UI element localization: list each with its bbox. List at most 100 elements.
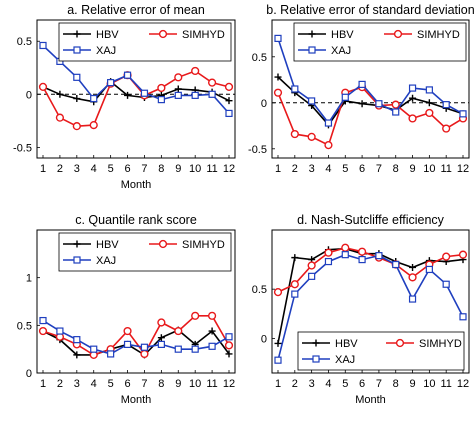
data-point-simhyd bbox=[442, 124, 451, 133]
legend-label-hbv: HBV bbox=[331, 29, 354, 41]
x-tick-label: 11 bbox=[206, 378, 217, 390]
legend-marker-hbv bbox=[312, 339, 320, 347]
data-point-xaj bbox=[225, 109, 233, 118]
x-tick-label: 3 bbox=[309, 163, 315, 175]
legend-label-simhyd: SIMHYD bbox=[182, 29, 225, 41]
legend-marker-hbv bbox=[308, 30, 316, 38]
x-tick-label: 4 bbox=[91, 163, 97, 175]
y-tick-label: 0.5 bbox=[252, 284, 267, 296]
data-point-xaj bbox=[358, 255, 366, 264]
legend-marker-simhyd bbox=[158, 239, 168, 249]
data-point-simhyd bbox=[324, 248, 333, 257]
y-tick-label: 0 bbox=[261, 333, 267, 345]
plot-frame bbox=[271, 19, 470, 159]
data-point-xaj bbox=[208, 342, 216, 350]
data-point-xaj bbox=[191, 345, 199, 353]
y-tick-label: 0.5 bbox=[17, 36, 32, 48]
legend-box bbox=[293, 22, 467, 62]
plot-frame bbox=[271, 229, 470, 374]
data-point-simhyd bbox=[273, 88, 283, 97]
x-tick-label: 12 bbox=[457, 163, 469, 175]
data-point-xaj bbox=[392, 260, 400, 269]
data-point-simhyd bbox=[307, 132, 316, 141]
x-tick-label: 3 bbox=[74, 378, 80, 390]
data-point-hbv bbox=[225, 97, 233, 105]
legend: HBV SIMHYD XAJ bbox=[293, 22, 467, 62]
legend-marker-xaj bbox=[312, 355, 320, 363]
data-point-xaj bbox=[291, 85, 299, 93]
data-point-xaj bbox=[90, 94, 98, 103]
data-point-simhyd bbox=[89, 120, 98, 130]
x-tick-label: 2 bbox=[292, 378, 298, 390]
data-point-hbv bbox=[56, 90, 64, 98]
data-point-hbv bbox=[274, 339, 282, 347]
x-tick-label: 9 bbox=[175, 378, 181, 390]
x-tick-label: 11 bbox=[440, 163, 451, 175]
chart-title: c. Quantile rank score bbox=[75, 213, 197, 227]
data-point-simhyd bbox=[324, 141, 333, 150]
series-line-hbv bbox=[277, 247, 464, 344]
data-point-simhyd bbox=[224, 341, 234, 350]
x-tick-label: 1 bbox=[40, 378, 46, 390]
data-point-xaj bbox=[191, 91, 199, 99]
chart-panel-1: 1 2 3 4 5 6 7 8 9 10 11 12-0.500.5a. Relative error… bbox=[13, 3, 236, 191]
data-point-hbv bbox=[174, 85, 182, 93]
data-point-simhyd bbox=[72, 122, 81, 131]
y-tick-label: 0 bbox=[261, 98, 267, 110]
data-point-hbv bbox=[208, 327, 216, 335]
x-tick-label: 5 bbox=[342, 378, 348, 390]
legend-label-simhyd: SIMHYD bbox=[417, 29, 460, 41]
legend-marker-hbv bbox=[73, 30, 81, 38]
legend-marker-simhyd bbox=[393, 29, 403, 39]
chart-panel-2: 1 2 3 4 5 6 7 8 9 10 11 12-0.500.5b. Relative error… bbox=[248, 3, 474, 175]
data-point-xaj bbox=[425, 265, 433, 274]
data-point-xaj bbox=[107, 350, 115, 358]
data-point-xaj bbox=[73, 73, 81, 81]
data-point-xaj bbox=[324, 119, 333, 127]
x-tick-label: 4 bbox=[325, 378, 331, 390]
data-point-simhyd bbox=[38, 82, 48, 91]
x-tick-label: 10 bbox=[423, 378, 435, 390]
data-point-simhyd bbox=[408, 114, 417, 123]
legend-label-xaj: XAJ bbox=[96, 45, 116, 57]
data-point-xaj bbox=[140, 343, 149, 351]
y-tick-label: -0.5 bbox=[13, 142, 32, 154]
data-point-xaj bbox=[157, 96, 165, 104]
series-line-hbv bbox=[42, 329, 230, 356]
x-tick-label: 8 bbox=[393, 378, 399, 390]
x-tick-label: 9 bbox=[409, 163, 415, 175]
x-tick-label: 2 bbox=[57, 163, 63, 175]
data-point-xaj bbox=[274, 34, 282, 43]
data-point-simhyd bbox=[191, 66, 200, 76]
data-point-simhyd bbox=[157, 318, 166, 327]
legend-marker-xaj bbox=[308, 46, 316, 54]
legend-marker-xaj bbox=[73, 256, 81, 264]
data-point-xaj bbox=[324, 257, 333, 266]
y-tick-label: 0.5 bbox=[17, 320, 32, 332]
x-tick-label: 7 bbox=[141, 163, 147, 175]
data-point-simhyd bbox=[174, 73, 183, 82]
data-point-xaj bbox=[291, 290, 299, 298]
legend-label-xaj: XAJ bbox=[96, 255, 116, 267]
data-point-simhyd bbox=[357, 247, 367, 256]
x-tick-label: 6 bbox=[359, 378, 365, 390]
legend: HBV SIMHYD XAJ bbox=[58, 232, 232, 272]
x-tick-label: 6 bbox=[359, 163, 365, 175]
data-point-xaj bbox=[225, 333, 233, 341]
data-point-xaj bbox=[274, 356, 282, 364]
data-point-hbv bbox=[409, 94, 417, 102]
data-point-xaj bbox=[425, 86, 433, 94]
x-tick-label: 7 bbox=[141, 378, 147, 390]
x-tick-label: 11 bbox=[206, 163, 217, 175]
data-point-simhyd bbox=[273, 288, 283, 297]
x-tick-label: 8 bbox=[158, 163, 164, 175]
x-axis-label: Month bbox=[121, 394, 152, 406]
legend-box bbox=[297, 331, 465, 371]
data-point-simhyd bbox=[442, 252, 451, 261]
x-axis-label: Month bbox=[355, 394, 386, 406]
x-tick-label: 4 bbox=[91, 378, 97, 390]
data-point-simhyd bbox=[123, 326, 132, 336]
data-point-simhyd bbox=[307, 261, 316, 270]
